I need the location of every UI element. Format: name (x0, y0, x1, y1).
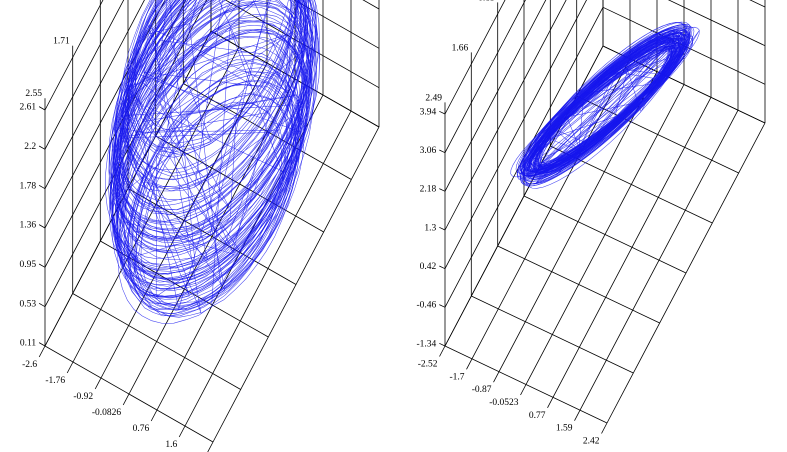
x-tick (467, 359, 473, 370)
x-tick (575, 410, 581, 421)
grid-right (439, 0, 765, 434)
z-tick (439, 111, 445, 114)
floor-gridline (580, 110, 738, 410)
z-tick-label: 0.42 (420, 262, 437, 272)
z-tick (39, 264, 45, 267)
z-tick (439, 343, 445, 346)
z-tick-label: 3.94 (420, 107, 437, 117)
x-tick (151, 410, 157, 421)
y-tick-label: 1.71 (53, 37, 70, 47)
z-tick (39, 225, 45, 228)
z-tick-label: 0.11 (20, 339, 37, 349)
z-tick (439, 150, 445, 153)
x-tick (179, 426, 185, 437)
x-tick-label: 0.77 (529, 411, 546, 421)
x-tick-label: 1.59 (556, 424, 573, 434)
x-tick-label: 2.42 (583, 437, 600, 447)
tick-labels-right: -2.52 -1.7 -0.87 -0.0523 0.77 1.59 2.42 2.49 1.6… (417, 0, 601, 447)
x-tick-label: -0.0826 (92, 408, 122, 418)
z-tick (439, 266, 445, 269)
x-tick (494, 372, 500, 383)
z-tick (439, 227, 445, 230)
x-tick (440, 346, 446, 357)
z-tick-label: 2.18 (420, 185, 437, 195)
floor-gridline (607, 123, 765, 423)
z-tick (39, 343, 45, 346)
plot-right: -2.52 -1.7 -0.87 -0.0523 0.77 1.59 2.42 2.49 1.6… (417, 0, 765, 447)
z-tick (39, 303, 45, 306)
z-tick (39, 185, 45, 188)
x-tick (95, 378, 101, 389)
z-tick-label: 1.36 (19, 221, 36, 231)
x-tick-label: -0.0523 (489, 398, 519, 408)
z-tick (39, 146, 45, 149)
z-tick-label: 2.2 (24, 142, 36, 152)
x-tick (548, 397, 554, 408)
x-tick (521, 385, 527, 396)
attractor-curve-left (105, 0, 320, 323)
x-tick (39, 346, 45, 357)
z-tick-label: -1.34 (417, 339, 437, 349)
z-tick (39, 107, 45, 110)
floor-gridline (524, 196, 686, 273)
y-tick-label: 1.66 (452, 43, 469, 53)
x-tick (123, 394, 129, 405)
x-tick (67, 362, 73, 373)
x-tick-label: 1.6 (165, 440, 177, 450)
z-tick (439, 305, 445, 308)
x-tick (602, 423, 608, 434)
y-tick-label: 0.83 (478, 0, 495, 3)
plot-left: -2.6-1.76-0.92-0.08260.761.62.432.551.71… (19, 0, 379, 452)
z-tick (439, 189, 445, 192)
y-tick-label: 2.55 (25, 89, 42, 99)
x-tick-label: 0.76 (133, 424, 150, 434)
x-tick-label: -1.76 (45, 376, 65, 386)
x-tick-label: -0.87 (472, 385, 492, 395)
z-tick-label: 0.53 (19, 299, 36, 309)
y-tick-label: 2.49 (425, 93, 442, 103)
x-tick (207, 442, 213, 452)
z-tick-label: 1.3 (424, 223, 436, 233)
z-tick-label: 1.78 (19, 181, 36, 191)
z-tick-label: -0.46 (417, 301, 437, 311)
x-tick-label: -2.6 (22, 360, 37, 370)
x-tick-label: -0.92 (73, 392, 93, 402)
x-tick-label: -1.7 (449, 372, 464, 382)
z-tick-label: 0.95 (19, 260, 36, 270)
x-tick-label: -2.52 (418, 360, 438, 370)
grid-left (39, 0, 379, 452)
z-tick-label: 2.61 (19, 103, 36, 113)
z-tick-label: 3.06 (420, 146, 437, 156)
